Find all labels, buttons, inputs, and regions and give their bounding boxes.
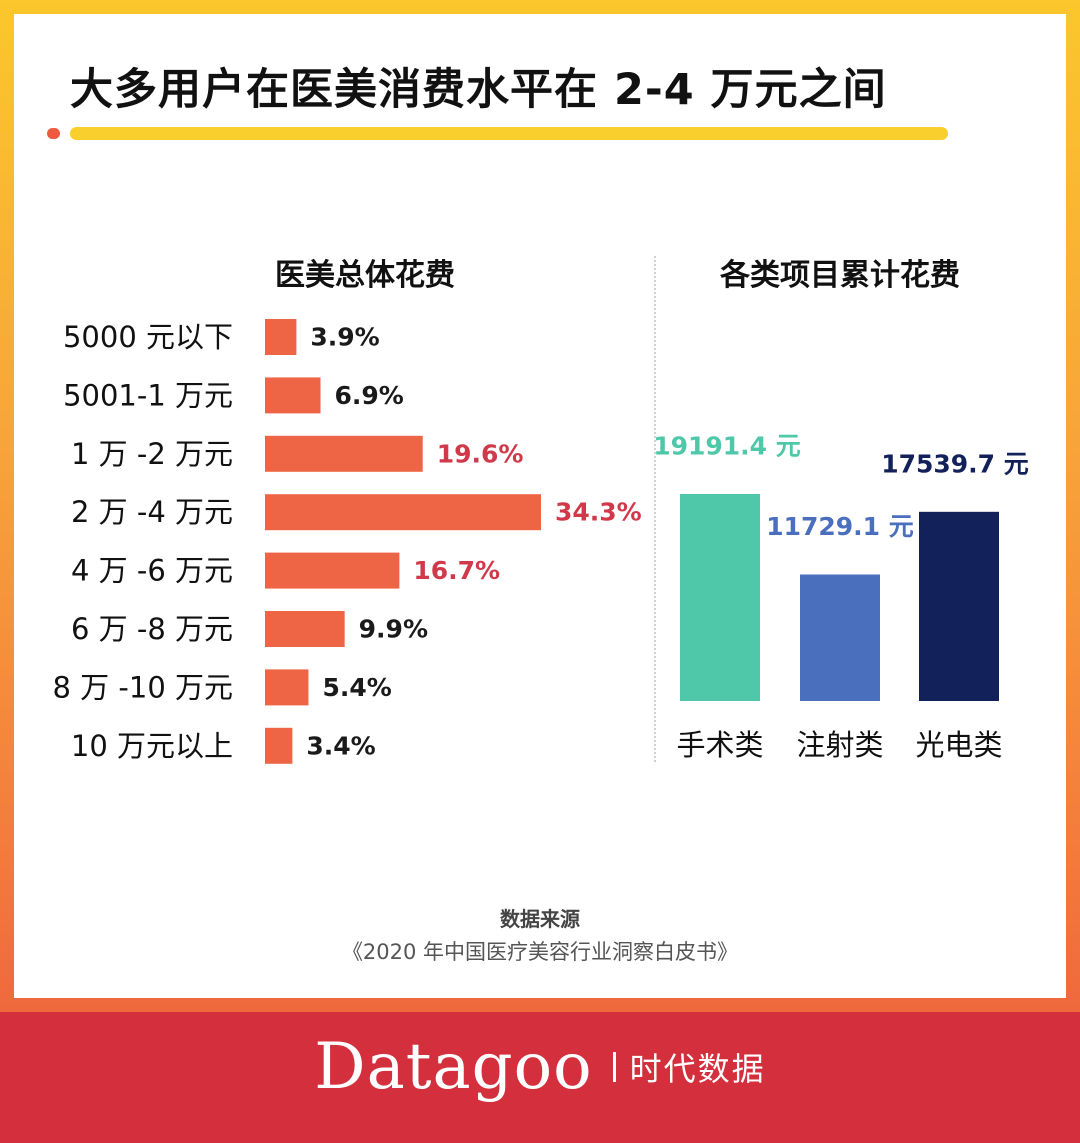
value-label: 17539.7 元 [881, 449, 1029, 478]
category-label: 2 万 -4 万元 [71, 495, 233, 529]
category-label: 6 万 -8 万元 [71, 612, 233, 646]
source-title: 数据来源 [500, 907, 580, 931]
right-chart-title: 各类项目累计花费 [720, 258, 960, 293]
bar [265, 669, 309, 706]
title-accent-dot [47, 128, 60, 139]
value-label: 3.4% [306, 731, 375, 760]
bar [265, 377, 321, 414]
bar [265, 552, 400, 589]
category-label: 光电类 [915, 728, 1002, 762]
value-label: 9.9% [359, 615, 428, 644]
bar [265, 319, 297, 355]
value-label: 19191.4 元 [653, 432, 801, 461]
category-label: 4 万 -6 万元 [71, 554, 233, 588]
category-label: 5000 元以下 [63, 320, 233, 354]
bar [265, 435, 423, 472]
page-title: 大多用户在医美消费水平在 2-4 万元之间 [70, 65, 887, 115]
category-label: 注射类 [796, 728, 883, 762]
title-underline [70, 127, 948, 140]
bar [265, 494, 541, 531]
brand-name: Datagoo [314, 1030, 593, 1104]
category-label: 1 万 -2 万元 [71, 437, 233, 471]
footer-band [0, 1012, 1080, 1143]
category-label: 10 万元以上 [71, 729, 233, 763]
category-label: 手术类 [676, 728, 763, 762]
value-label: 3.9% [310, 323, 379, 352]
brand-logo: Datagoo 时代数据 [0, 1030, 1080, 1104]
source-text: 《2020 年中国医疗美容行业洞察白皮书》 [341, 940, 739, 964]
value-label: 5.4% [322, 673, 391, 702]
value-label: 34.3% [555, 498, 642, 527]
value-label: 6.9% [335, 381, 404, 410]
value-label: 11729.1 元 [766, 512, 914, 541]
category-label: 8 万 -10 万元 [53, 670, 233, 704]
section-divider [654, 256, 656, 762]
bar [919, 511, 999, 701]
bar [800, 574, 880, 701]
brand-subtitle: 时代数据 [629, 1050, 766, 1088]
bar [265, 611, 345, 647]
bar [680, 494, 760, 701]
left-chart-title: 医美总体花费 [275, 258, 455, 293]
category-label: 5001-1 万元 [63, 378, 233, 412]
value-label: 16.7% [413, 556, 500, 585]
bar [265, 727, 293, 764]
value-label: 19.6% [437, 439, 524, 468]
brand-separator [612, 1052, 616, 1082]
